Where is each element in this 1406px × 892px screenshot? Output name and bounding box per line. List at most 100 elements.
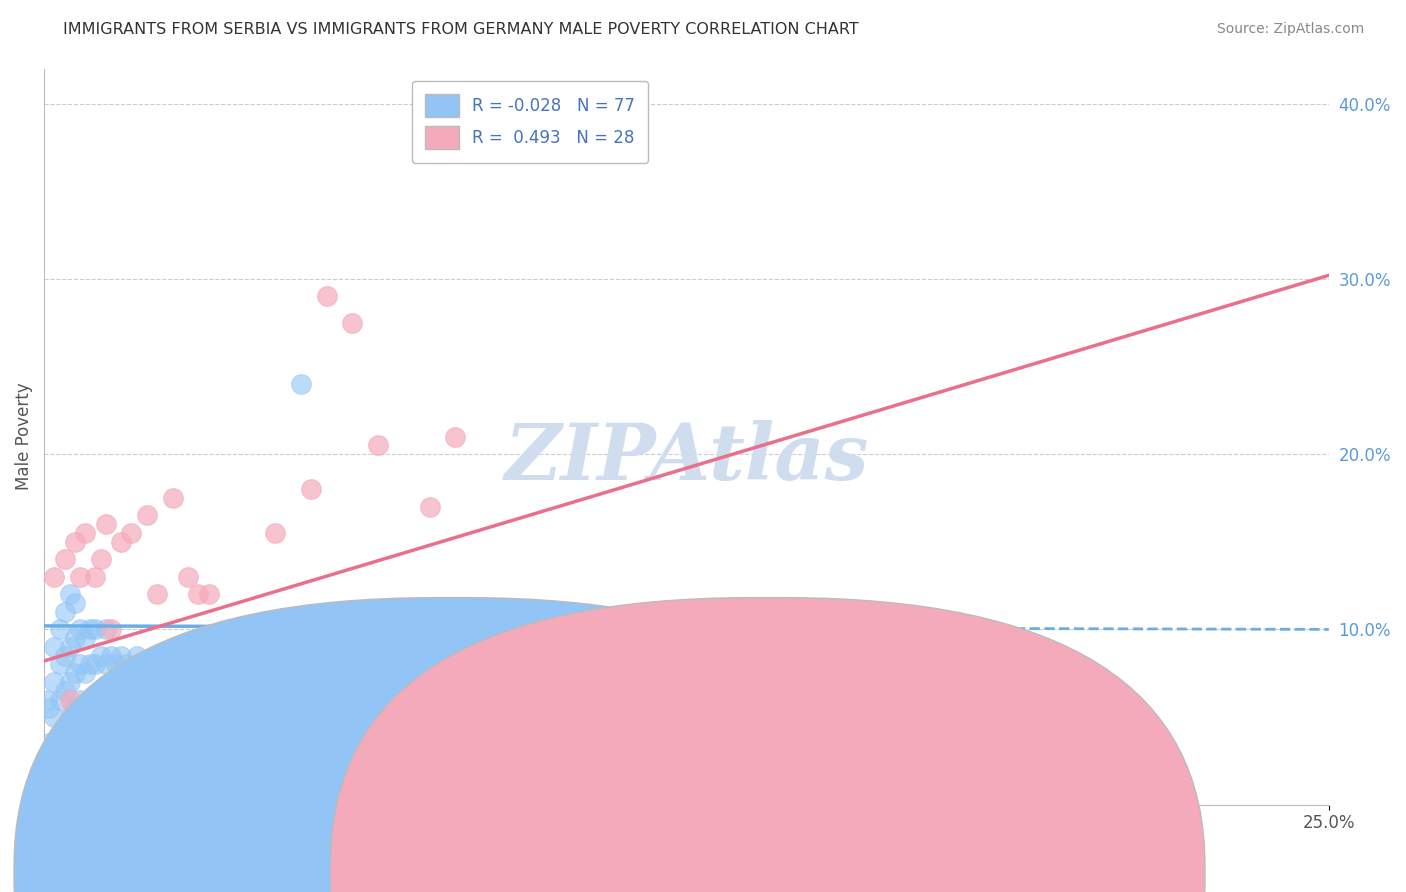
Point: [69, 623, 91, 637]
Point: [156, 675, 179, 690]
Point: [100, 683, 122, 698]
Point: [84, 692, 107, 706]
Point: [94, 623, 117, 637]
Point: [53, 552, 76, 566]
Point: [218, 648, 240, 663]
Point: [63, 534, 86, 549]
Point: [315, 666, 337, 681]
Point: [38, 736, 60, 750]
Point: [367, 666, 389, 681]
Point: [264, 675, 287, 690]
Point: [187, 587, 209, 601]
Point: [187, 683, 209, 698]
Point: [162, 491, 184, 505]
Point: [290, 377, 312, 392]
Point: [100, 648, 122, 663]
Point: [197, 587, 219, 601]
Point: [418, 500, 440, 514]
Point: [79, 623, 101, 637]
Point: [63, 666, 86, 681]
Point: [177, 570, 200, 584]
Point: [150, 648, 173, 663]
Text: Source: ZipAtlas.com: Source: ZipAtlas.com: [1216, 22, 1364, 37]
Point: [75, 631, 97, 645]
Legend: R = -0.028   N = 77, R =  0.493   N = 28: R = -0.028 N = 77, R = 0.493 N = 28: [412, 80, 648, 162]
Point: [495, 692, 517, 706]
Point: [367, 438, 389, 452]
Point: [59, 675, 82, 690]
Point: [48, 623, 70, 637]
Point: [94, 657, 117, 672]
Point: [48, 728, 70, 742]
Point: [110, 683, 132, 698]
Point: [48, 657, 70, 672]
Point: [187, 648, 209, 663]
Point: [63, 631, 86, 645]
Point: [100, 623, 122, 637]
Point: [90, 552, 112, 566]
Point: [135, 508, 157, 523]
Point: [141, 657, 163, 672]
Point: [53, 648, 76, 663]
Point: [115, 657, 138, 672]
Point: [125, 648, 148, 663]
Point: [115, 692, 138, 706]
Point: [162, 657, 184, 672]
Point: [35, 692, 58, 706]
Point: [110, 534, 132, 549]
Point: [135, 675, 157, 690]
Point: [84, 623, 107, 637]
Point: [63, 701, 86, 715]
Point: [63, 596, 86, 610]
Point: [146, 666, 169, 681]
Point: [79, 692, 101, 706]
Point: [59, 692, 82, 706]
Point: [69, 657, 91, 672]
Text: Immigrants from Germany: Immigrants from Germany: [770, 865, 973, 880]
Point: [212, 666, 235, 681]
Point: [84, 570, 107, 584]
Point: [110, 648, 132, 663]
Point: [59, 640, 82, 654]
Point: [444, 429, 467, 443]
Point: [202, 657, 225, 672]
Point: [84, 657, 107, 672]
Point: [44, 640, 66, 654]
Point: [75, 526, 97, 541]
Text: ZIPAtlas: ZIPAtlas: [505, 420, 869, 497]
Point: [228, 675, 250, 690]
Point: [94, 692, 117, 706]
Point: [44, 710, 66, 724]
Point: [249, 657, 271, 672]
Point: [392, 683, 415, 698]
Point: [172, 648, 194, 663]
Point: [79, 692, 101, 706]
Point: [146, 587, 169, 601]
Point: [228, 640, 250, 654]
Point: [299, 482, 322, 496]
Point: [193, 666, 215, 681]
Point: [38, 701, 60, 715]
Point: [44, 675, 66, 690]
Point: [342, 316, 364, 330]
Point: [53, 605, 76, 619]
Point: [239, 666, 262, 681]
Point: [342, 683, 364, 698]
Point: [166, 666, 188, 681]
Point: [131, 666, 153, 681]
Point: [59, 587, 82, 601]
Point: [79, 657, 101, 672]
Point: [53, 683, 76, 698]
Point: [315, 289, 337, 303]
Point: [121, 526, 143, 541]
Point: [90, 648, 112, 663]
Point: [125, 683, 148, 698]
Point: [53, 719, 76, 733]
Point: [121, 675, 143, 690]
Point: [105, 692, 128, 706]
Point: [197, 675, 219, 690]
Point: [44, 570, 66, 584]
Y-axis label: Male Poverty: Male Poverty: [15, 383, 32, 491]
Point: [177, 675, 200, 690]
Point: [94, 517, 117, 532]
